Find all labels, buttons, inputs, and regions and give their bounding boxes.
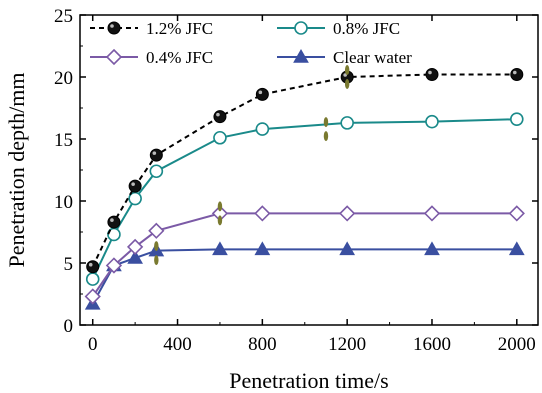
point-highlight — [216, 112, 220, 117]
point — [254, 205, 271, 222]
y-tick-label: 10 — [54, 192, 73, 213]
point — [84, 288, 101, 305]
x-tick-label: 0 — [88, 334, 98, 355]
point-highlight — [152, 151, 157, 155]
point — [425, 68, 439, 82]
point — [424, 241, 440, 256]
point — [128, 179, 142, 193]
point-highlight — [512, 70, 517, 75]
x-tick-label: 1200 — [328, 334, 366, 355]
point — [340, 116, 354, 130]
legend-label: Clear water — [333, 48, 412, 67]
series-1-2-jfc — [86, 68, 524, 274]
point-dot — [128, 179, 142, 193]
legend-item: 1.2% JFC — [90, 19, 213, 38]
point — [508, 205, 525, 222]
point — [213, 130, 227, 145]
point-dot — [107, 215, 121, 229]
point — [213, 110, 227, 124]
legend-item: Clear water — [277, 48, 412, 67]
break-marker-bottom — [344, 79, 350, 89]
point — [107, 21, 121, 35]
x-axis-label: Penetration time/s — [229, 368, 388, 393]
break-marker-bottom — [154, 255, 159, 266]
point — [294, 21, 308, 35]
point — [107, 215, 121, 229]
point — [127, 250, 143, 264]
point — [508, 241, 525, 256]
point — [148, 222, 165, 239]
series-line — [91, 73, 517, 268]
legend-item: 0.4% JFC — [90, 48, 213, 67]
point-highlight — [110, 24, 114, 28]
break-marker — [323, 117, 329, 142]
point — [126, 238, 144, 256]
point-dot — [107, 21, 121, 35]
break-marker-top — [344, 65, 350, 75]
x-tick-label: 1600 — [413, 334, 451, 355]
legend-item: 0.8% JFC — [277, 19, 400, 38]
point — [255, 87, 269, 101]
break-marker-top — [323, 117, 329, 128]
y-tick-label: 25 — [54, 6, 73, 27]
y-tick-label: 5 — [64, 254, 74, 275]
y-tick-label: 0 — [64, 316, 74, 337]
point — [212, 241, 228, 256]
point — [293, 48, 309, 63]
point — [425, 114, 439, 129]
x-tick-label: 400 — [163, 334, 192, 355]
point-highlight — [428, 70, 432, 75]
legend-label: 1.2% JFC — [146, 19, 213, 38]
break-marker — [344, 65, 350, 89]
point — [255, 122, 270, 136]
point-dot — [86, 260, 100, 274]
axis-ticks: 0 400 800 1200 1600 2000 0 5 10 15 20 25 — [54, 6, 538, 355]
legend: 1.2% JFC 0.8% JFC 0.4% JFC Clear water — [90, 19, 412, 67]
point-highlight — [131, 182, 135, 186]
point — [149, 148, 163, 162]
break-marker — [217, 201, 223, 226]
point — [339, 205, 356, 222]
point-dot — [149, 148, 163, 162]
y-tick-label: 20 — [54, 68, 73, 89]
point — [149, 164, 164, 179]
point-highlight — [88, 262, 93, 267]
break-marker — [154, 241, 159, 266]
legend-label: 0.8% JFC — [333, 19, 400, 38]
series-layer — [84, 68, 525, 310]
x-tick-label: 800 — [248, 334, 277, 355]
break-marker-top — [217, 201, 223, 212]
point — [509, 112, 524, 126]
x-tick-label: 2000 — [498, 334, 536, 355]
break-marker-top — [154, 241, 159, 252]
point — [339, 241, 356, 256]
y-axis-label: Penetration depth/mm — [4, 73, 29, 268]
y-tick-label: 15 — [54, 130, 73, 151]
annotation-layer — [154, 65, 350, 266]
point — [105, 257, 123, 274]
series-clear-water — [84, 241, 525, 310]
point-dot — [425, 68, 439, 82]
point-highlight — [110, 218, 114, 222]
point-dot — [510, 68, 524, 82]
break-marker-bottom — [323, 131, 329, 142]
point-dot — [255, 87, 269, 101]
point — [85, 272, 100, 286]
point — [423, 205, 441, 222]
break-marker-bottom — [217, 215, 223, 226]
legend-label: 0.4% JFC — [146, 48, 213, 67]
point — [105, 48, 123, 66]
point — [510, 68, 524, 82]
point-highlight — [258, 90, 263, 95]
series-0-8-jfc — [85, 112, 524, 286]
point — [86, 260, 100, 274]
point — [254, 241, 271, 256]
point-dot — [213, 110, 227, 124]
